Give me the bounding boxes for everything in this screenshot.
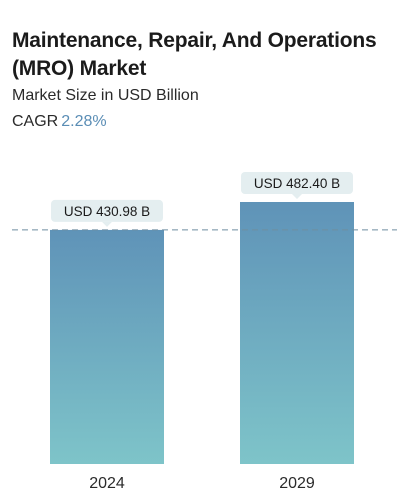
data-label-2029: USD 482.40 B <box>241 172 353 199</box>
chart-subtitle: Market Size in USD Billion <box>12 87 199 104</box>
data-label-background <box>51 199 163 222</box>
cagr-label: CAGR <box>12 113 59 130</box>
cagr-line: CAGR 2.28% <box>12 112 107 132</box>
data-label-pointer <box>292 194 302 199</box>
bar-2024 <box>50 229 164 464</box>
x-axis-ticks: 2024 2029 <box>89 475 315 492</box>
bars-layer <box>50 202 354 464</box>
chart-title: Maintenance, Repair, And Operations (MRO… <box>12 29 377 80</box>
cagr-value: 2.28% <box>61 113 107 130</box>
bar-2029 <box>240 202 354 464</box>
data-label-2024: USD 430.98 B <box>51 199 163 227</box>
data-label-text: USD 430.98 B <box>64 204 150 219</box>
data-label-background <box>241 172 353 194</box>
x-tick-2024: 2024 <box>89 475 125 492</box>
data-labels-layer: USD 430.98 B USD 482.40 B <box>51 172 353 227</box>
x-tick-2029: 2029 <box>279 475 315 492</box>
data-label-text: USD 482.40 B <box>254 176 340 191</box>
data-label-pointer <box>102 221 112 227</box>
